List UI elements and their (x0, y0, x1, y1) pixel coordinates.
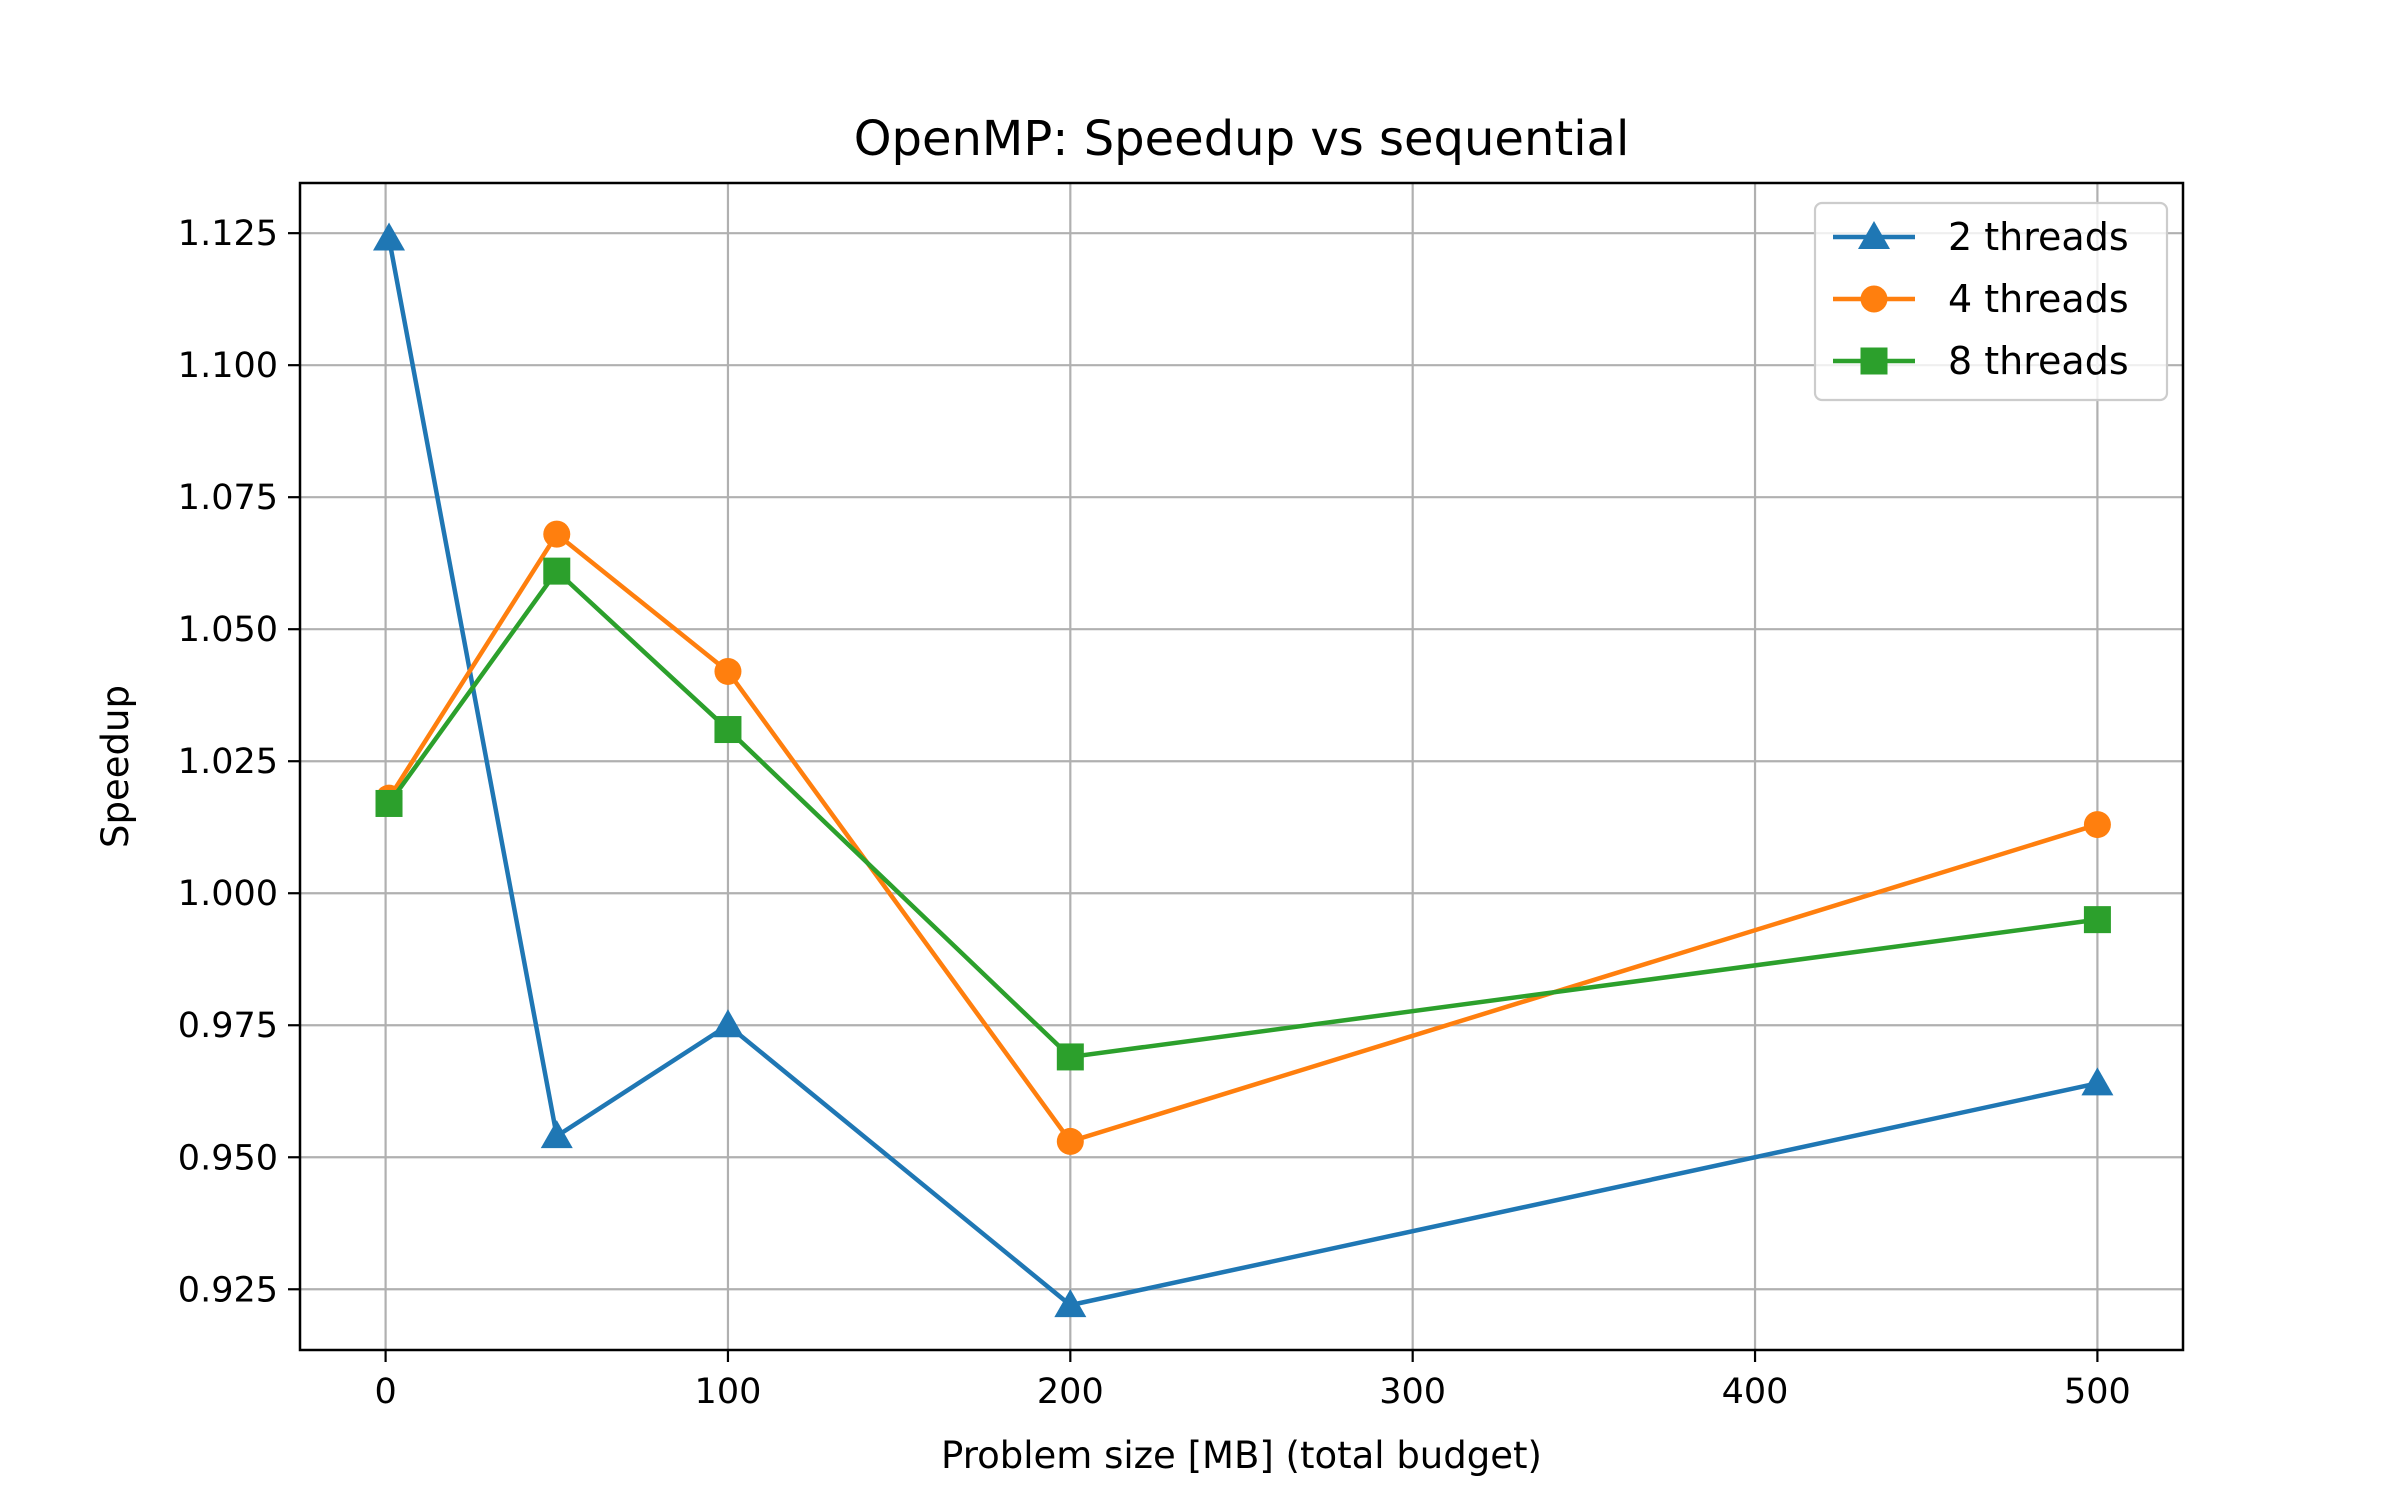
plot-frame (298, 181, 2185, 1352)
data-point (711, 1009, 744, 1038)
data-point (373, 222, 406, 251)
legend-item: 2 threads (1833, 215, 2129, 259)
legend-item: 4 threads (1833, 277, 2129, 321)
data-point (1056, 1127, 1084, 1155)
data-point (1054, 1289, 1087, 1318)
y-tick-label: 0.950 (178, 1138, 278, 1178)
data-point (540, 1120, 573, 1149)
x-tick-label: 100 (695, 1372, 762, 1412)
data-point (2083, 811, 2111, 839)
legend-marker (1860, 347, 1888, 375)
x-axis-label: Problem size [MB] (total budget) (941, 1434, 1542, 1477)
y-tick-label: 0.975 (178, 1006, 278, 1046)
x-tick-label: 0 (374, 1372, 396, 1412)
y-axis-label: Speedup (94, 685, 137, 848)
data-point (543, 557, 571, 585)
x-tick-label: 400 (1722, 1372, 1789, 1412)
x-tick-label: 300 (1379, 1372, 1446, 1412)
y-tick-label: 1.125 (178, 214, 278, 254)
series-3 (375, 557, 2111, 1071)
data-point (714, 657, 742, 685)
legend-marker (1860, 285, 1888, 313)
data-point (375, 789, 403, 817)
legend: 2 threads 4 threads 8 threads (1813, 201, 2169, 402)
data-point (714, 716, 742, 744)
series-1 (373, 222, 2114, 1318)
legend-marker (1858, 221, 1890, 249)
y-tick-label: 0.925 (178, 1270, 278, 1310)
x-tick-label: 200 (1037, 1372, 1104, 1412)
y-tick-label: 1.025 (178, 742, 278, 782)
y-tick-label: 1.075 (178, 478, 278, 518)
y-tick-label: 1.050 (178, 610, 278, 650)
legend-box (1813, 201, 2169, 402)
y-tick-label: 1.100 (178, 346, 278, 386)
y-tick-label: 1.000 (178, 874, 278, 914)
axis-ticks: 0 100 200 300 400 500 0.925 0.950 0.975 1.000 1.02… (178, 214, 2131, 1412)
data-point (2083, 906, 2111, 934)
x-tick-label: 500 (2064, 1372, 2131, 1412)
legend-label: 2 threads (1948, 215, 2129, 259)
series-layer (373, 222, 2114, 1318)
legend-label: 4 threads (1948, 277, 2129, 321)
legend-item: 8 threads (1833, 339, 2129, 383)
data-point (1056, 1043, 1084, 1071)
chart-title: OpenMP: Speedup vs sequential (854, 111, 1630, 167)
data-point (2081, 1067, 2114, 1096)
data-point (543, 520, 571, 548)
legend-label: 8 threads (1948, 339, 2129, 383)
